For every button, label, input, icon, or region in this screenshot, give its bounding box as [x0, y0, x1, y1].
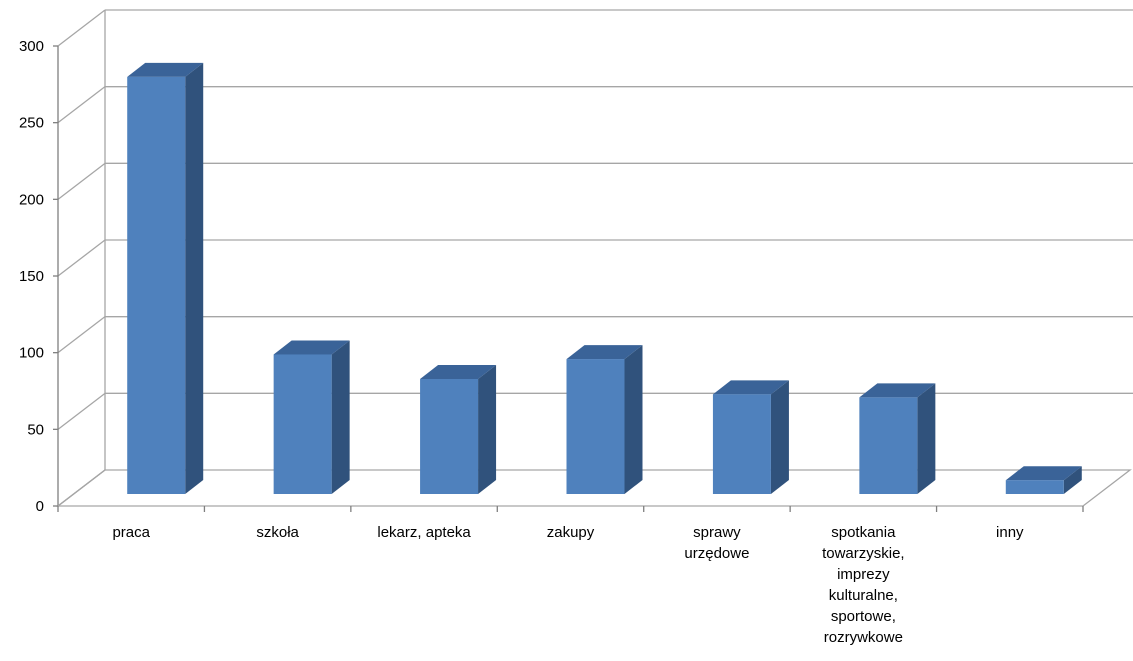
x-category-label-line: rozrywkowe	[824, 629, 903, 646]
bar-top-1	[273, 340, 350, 355]
gridline-diagonal-250	[57, 86, 106, 124]
x-category-label-line: towarzyskie,	[822, 545, 905, 562]
bar-top-4	[712, 380, 789, 395]
x-category-label: sprawy urzędowe	[684, 524, 749, 562]
bar-4	[712, 394, 771, 494]
x-category-label: zakupy	[547, 524, 595, 541]
y-tick-label: 100	[19, 345, 44, 362]
bar-side-3	[624, 345, 643, 494]
x-category-label: lekarz, apteka	[377, 524, 471, 541]
x-category-label-line: spotkania	[831, 524, 896, 541]
x-category-label-line: kulturalne,	[829, 587, 898, 604]
bar-6	[1005, 480, 1064, 494]
bar-top-6	[1005, 466, 1082, 481]
x-category-label-line: lekarz, apteka	[377, 524, 471, 541]
gridline-diagonal-150	[57, 239, 106, 277]
y-tick-label: 50	[27, 421, 44, 438]
bar-side-6	[1063, 466, 1082, 494]
x-category-label-line: zakupy	[547, 524, 595, 541]
chart-floor	[56, 469, 1132, 507]
x-category-label: praca	[112, 524, 150, 541]
y-tick-label: 250	[19, 115, 44, 132]
gridline-diagonal-100	[57, 316, 106, 354]
bar-top-5	[859, 383, 936, 398]
bar-top-0	[127, 62, 204, 77]
bar-side-5	[917, 383, 936, 494]
x-category-label: spotkania towarzyskie, imprezy kulturalne, s…	[822, 524, 905, 646]
bar-2	[420, 379, 479, 494]
x-category-label: szkoła	[256, 524, 299, 541]
gridline-diagonal-200	[57, 162, 106, 200]
bar-side-2	[478, 365, 497, 494]
bar-0	[127, 76, 186, 494]
gridline-diagonal-50	[57, 392, 106, 430]
x-category-label-line: imprezy	[837, 566, 890, 583]
y-tick-label: 0	[36, 498, 44, 515]
x-category-label-line: praca	[112, 524, 150, 541]
bar-side-4	[770, 380, 789, 494]
x-category-label: inny	[996, 524, 1024, 541]
bar-top-3	[566, 345, 643, 360]
bar-5	[859, 397, 918, 494]
y-tick-label: 150	[19, 268, 44, 285]
bar-side-0	[185, 62, 204, 494]
x-category-label-line: inny	[996, 524, 1024, 541]
bar-side-1	[331, 340, 350, 494]
gridline-diagonal-300	[57, 9, 106, 47]
x-category-label-line: sprawy	[693, 524, 741, 541]
x-category-label-line: urzędowe	[684, 545, 749, 562]
bar-1	[273, 354, 332, 494]
x-category-label-line: szkoła	[256, 524, 299, 541]
bar-3	[566, 359, 625, 494]
bar-top-2	[420, 365, 497, 379]
y-tick-label: 300	[19, 38, 44, 55]
x-category-label-line: sportowe,	[831, 608, 896, 625]
y-tick-label: 200	[19, 191, 44, 208]
